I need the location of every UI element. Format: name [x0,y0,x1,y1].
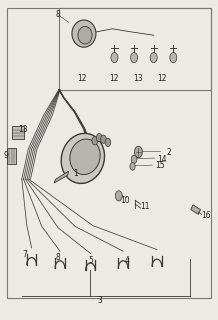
Circle shape [150,52,157,63]
Bar [7,148,16,164]
Ellipse shape [72,20,96,47]
Circle shape [130,163,135,170]
Circle shape [131,52,138,63]
Text: 1: 1 [73,169,78,178]
Circle shape [135,146,142,158]
Text: 5: 5 [88,256,93,265]
Text: 7: 7 [23,250,27,259]
Text: 8: 8 [55,253,60,262]
Text: 9: 9 [4,151,9,160]
Polygon shape [54,171,69,183]
Ellipse shape [61,133,104,183]
Circle shape [96,133,102,142]
Text: 16: 16 [201,212,211,220]
Circle shape [115,191,122,201]
Text: 10: 10 [121,196,130,204]
Circle shape [92,137,98,145]
Circle shape [170,52,177,63]
Circle shape [131,155,137,164]
Text: 13: 13 [18,125,28,134]
Text: 15: 15 [155,161,165,170]
Text: 4: 4 [125,256,130,265]
Text: 12: 12 [158,74,167,83]
Circle shape [105,138,111,147]
Circle shape [111,52,118,63]
Ellipse shape [70,139,100,175]
Text: 13: 13 [134,74,143,83]
Polygon shape [191,205,201,214]
Bar [12,126,24,139]
Text: 11: 11 [140,202,150,211]
Bar [59,8,211,90]
Text: 12: 12 [77,74,87,83]
Circle shape [101,135,106,143]
Text: 14: 14 [158,155,167,164]
Text: 8: 8 [55,10,60,19]
Ellipse shape [78,27,92,44]
Text: 3: 3 [98,296,103,305]
Text: 12: 12 [110,74,119,83]
Text: 2: 2 [167,148,171,156]
